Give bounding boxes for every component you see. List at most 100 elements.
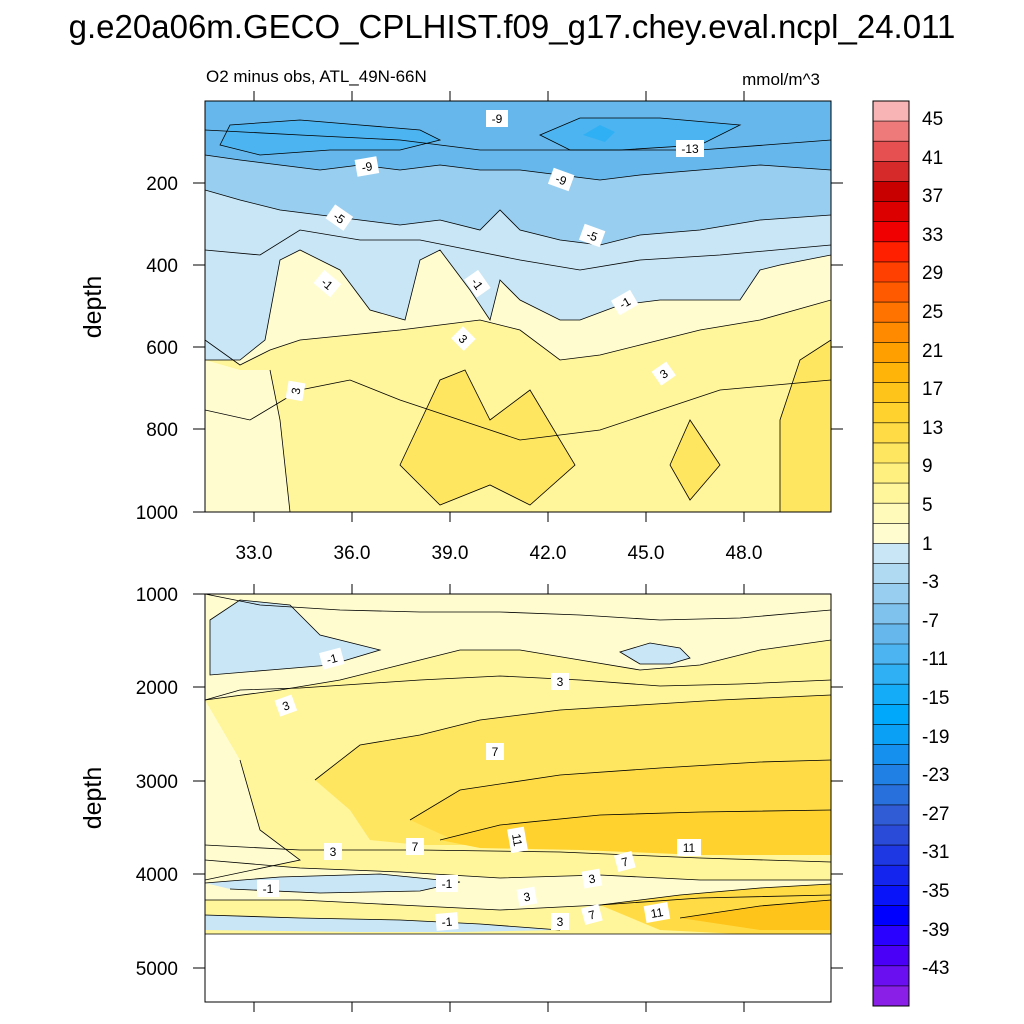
x-tick-label: 45.0 — [628, 543, 665, 564]
y-tick-label: 1000 — [136, 503, 178, 524]
contour-label: -9 — [486, 110, 508, 127]
contour-line — [205, 379, 831, 441]
svg-text:-9: -9 — [554, 172, 569, 189]
y-tick-label: 600 — [146, 338, 178, 359]
colorbar-label: -19 — [922, 727, 949, 748]
colorbar-swatch — [873, 322, 909, 343]
colorbar-swatch — [873, 161, 909, 182]
contour-line — [205, 299, 831, 366]
contour-label: 7 — [486, 743, 504, 760]
fill-band-neg1b — [620, 643, 690, 664]
bottom-y-tick-labels: 1000 2000 3000 4000 5000 — [136, 585, 178, 980]
fill-band-1-left — [205, 700, 300, 880]
colorbar-swatch — [873, 804, 909, 826]
colorbar-label: 45 — [922, 109, 943, 130]
contour-line — [669, 419, 721, 501]
top-contour-field: -9 -13 -9 -9 -5 -5 -1 -1 -1 3 3 3 — [205, 101, 831, 512]
colorbar-label: 25 — [922, 302, 943, 323]
y-tick-label: 200 — [146, 174, 178, 195]
svg-text:-5: -5 — [585, 228, 600, 245]
contour-label: 3 — [324, 843, 342, 860]
colorbar-label: 29 — [922, 263, 943, 284]
svg-text:7: 7 — [492, 745, 499, 759]
top-contour-labels: -9 -13 -9 -9 -5 -5 -1 -1 -1 3 3 3 — [285, 110, 704, 402]
svg-text:3: 3 — [557, 675, 564, 689]
contour-line — [205, 189, 831, 246]
colorbar-swatch — [873, 825, 909, 846]
bottom-contour-field: -1 3 3 7 11 11 3 7 7 3 -1 -1 3 3 7 11 -1 — [205, 594, 831, 1002]
colorbar-swatch — [873, 483, 909, 504]
top-y-ticks — [193, 182, 843, 513]
contour-label: 3 — [450, 326, 476, 352]
contour-line — [205, 759, 301, 881]
contour-label: 3 — [551, 673, 569, 690]
contour-label: 11 — [677, 839, 701, 856]
contour-label: 3 — [285, 380, 306, 402]
colorbar-label: 17 — [922, 379, 943, 400]
svg-text:3: 3 — [522, 889, 531, 904]
top-contour-lines — [205, 117, 831, 512]
x-tick-label: 33.0 — [236, 543, 273, 564]
svg-text:-1: -1 — [442, 877, 453, 891]
contour-line — [269, 369, 291, 512]
top-panel: O2 minus obs, ATL_49N-66N mmol/m^3 — [79, 67, 843, 564]
svg-text:7: 7 — [620, 854, 630, 869]
contour-label: -13 — [676, 140, 704, 157]
colorbar-swatch — [873, 724, 909, 746]
colorbar-label: 9 — [922, 456, 933, 477]
colorbar-label: 5 — [922, 495, 933, 516]
contour-line — [205, 594, 831, 621]
contour-line — [205, 229, 831, 271]
colorbar-swatch — [873, 784, 909, 806]
colorbar-swatch — [873, 342, 909, 363]
colorbar-swatch — [873, 181, 909, 203]
svg-text:-9: -9 — [361, 159, 374, 175]
contour-label: 11 — [643, 902, 671, 923]
colorbar-swatch — [873, 623, 909, 645]
contour-line — [205, 154, 831, 181]
contour-line — [314, 694, 831, 781]
colorbar-label: 37 — [922, 186, 943, 207]
x-tick-label: 42.0 — [530, 543, 567, 564]
bottom-x-ticks — [253, 584, 745, 1012]
top-x-tick-labels: 33.0 36.0 39.0 42.0 45.0 48.0 — [236, 543, 763, 564]
colorbar-label: -3 — [922, 572, 939, 593]
svg-text:3: 3 — [557, 915, 564, 929]
contour-label: 3 — [274, 694, 298, 717]
colorbar-label: -35 — [922, 881, 949, 902]
svg-text:-1: -1 — [263, 882, 274, 896]
contour-label: 3 — [516, 886, 538, 907]
colorbar-swatch — [873, 201, 909, 223]
contour-line — [205, 249, 831, 361]
colorbar-swatch — [873, 362, 909, 384]
colorbar-swatch — [873, 101, 909, 122]
contour-line — [205, 639, 831, 701]
colorbar-swatch — [873, 583, 909, 605]
colorbar-label: -27 — [922, 804, 949, 825]
colorbar-swatch — [873, 302, 909, 323]
svg-text:3: 3 — [587, 871, 596, 886]
top-plot-frame — [204, 100, 832, 513]
top-y-axis-label: depth — [79, 276, 107, 339]
colorbar-swatch — [873, 885, 909, 906]
y-tick-label: 3000 — [136, 772, 178, 793]
svg-text:11: 11 — [509, 833, 525, 848]
bottom-plot-frame — [204, 593, 832, 1003]
contour-line — [619, 642, 691, 665]
colorbar-swatch — [873, 865, 909, 886]
colorbar-labels: 45 41 37 33 29 25 21 17 13 9 5 1 -3 -7 -… — [922, 109, 949, 979]
contour-line — [205, 675, 831, 701]
svg-text:7: 7 — [412, 840, 419, 854]
units-label: mmol/m^3 — [742, 70, 820, 89]
colorbar-frame — [872, 100, 910, 1007]
contour-label: 3 — [581, 868, 603, 889]
x-tick-label: 39.0 — [432, 543, 469, 564]
contour-label: -5 — [325, 204, 354, 231]
y-tick-label: 5000 — [136, 959, 178, 980]
contour-label: 11 — [507, 826, 528, 854]
colorbar-label: 33 — [922, 225, 943, 246]
svg-text:3: 3 — [289, 386, 304, 395]
contour-label: 7 — [406, 838, 424, 855]
colorbar-swatch — [873, 925, 909, 947]
